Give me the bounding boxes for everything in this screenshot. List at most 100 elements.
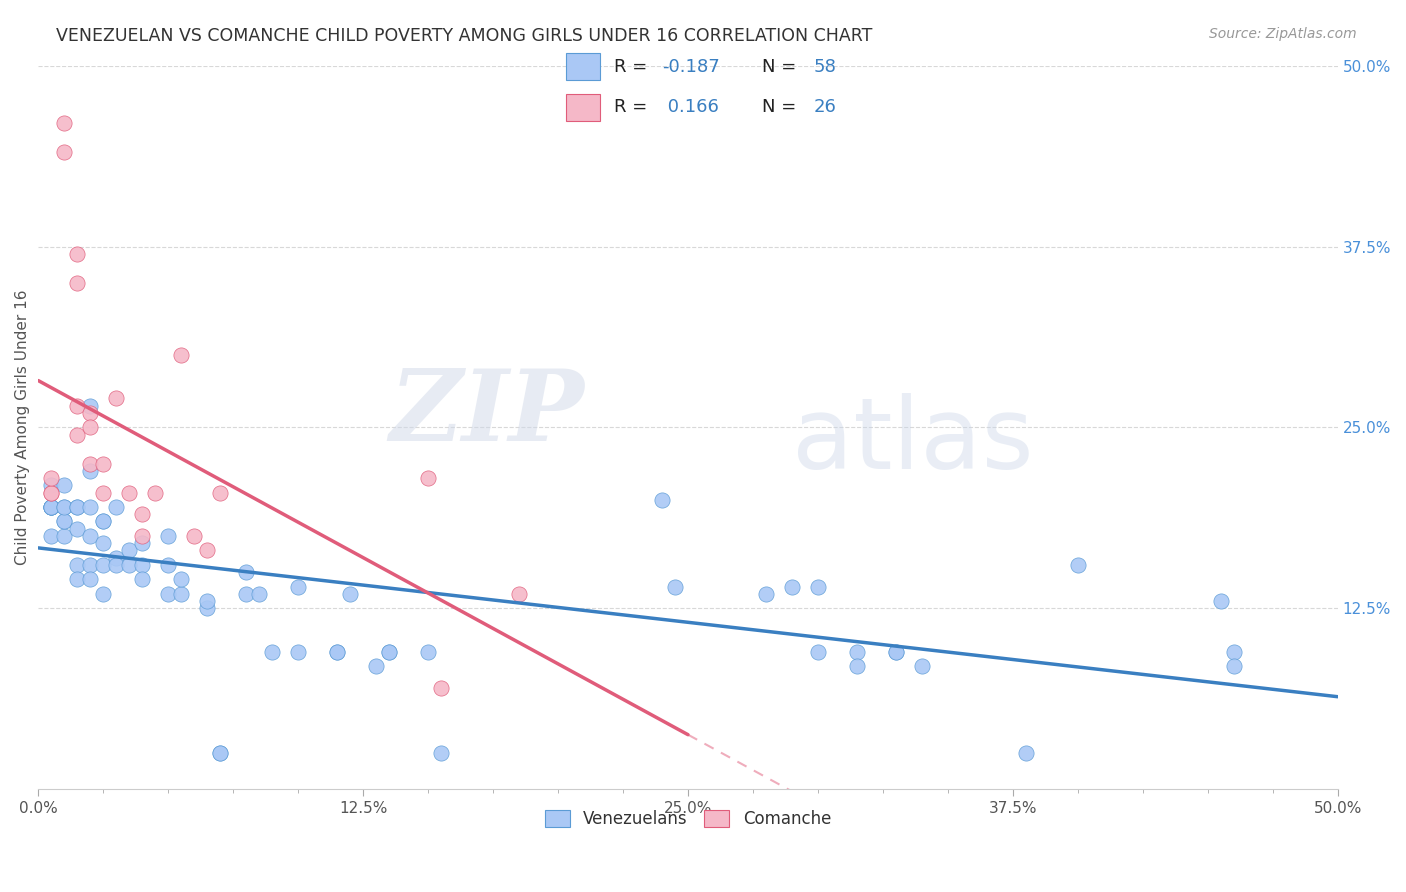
- Point: [66, 399, 89, 413]
- Point: [66, 500, 89, 514]
- Text: -0.187: -0.187: [662, 58, 720, 76]
- Point: [807, 645, 830, 659]
- Point: [53, 116, 76, 130]
- Text: R =: R =: [614, 58, 652, 76]
- Point: [91, 587, 114, 601]
- Point: [1067, 558, 1090, 572]
- Point: [235, 587, 257, 601]
- Point: [209, 746, 232, 760]
- Point: [105, 550, 128, 565]
- Text: atlas: atlas: [792, 393, 1033, 491]
- Y-axis label: Child Poverty Among Girls Under 16: Child Poverty Among Girls Under 16: [15, 290, 30, 566]
- Point: [66, 558, 89, 572]
- Point: [91, 536, 114, 550]
- Point: [157, 529, 180, 543]
- Text: Source: ZipAtlas.com: Source: ZipAtlas.com: [1209, 27, 1357, 41]
- Point: [755, 587, 778, 601]
- Point: [845, 645, 868, 659]
- Text: 58: 58: [814, 58, 837, 76]
- Point: [884, 645, 907, 659]
- Point: [287, 580, 309, 594]
- Point: [118, 543, 141, 558]
- Point: [170, 348, 193, 362]
- Point: [79, 457, 101, 471]
- Point: [664, 580, 686, 594]
- Text: VENEZUELAN VS COMANCHE CHILD POVERTY AMONG GIRLS UNDER 16 CORRELATION CHART: VENEZUELAN VS COMANCHE CHILD POVERTY AMO…: [56, 27, 873, 45]
- Point: [845, 659, 868, 673]
- Point: [91, 515, 114, 529]
- Point: [1209, 594, 1232, 608]
- Point: [131, 558, 153, 572]
- Text: 0.166: 0.166: [662, 98, 718, 116]
- Point: [235, 565, 257, 579]
- Point: [287, 645, 309, 659]
- Point: [118, 558, 141, 572]
- Point: [53, 529, 76, 543]
- Point: [91, 558, 114, 572]
- Point: [416, 645, 439, 659]
- Point: [41, 478, 63, 492]
- Text: N =: N =: [762, 98, 801, 116]
- Point: [131, 573, 153, 587]
- Point: [262, 645, 284, 659]
- Point: [79, 399, 101, 413]
- Point: [79, 420, 101, 434]
- Point: [326, 645, 349, 659]
- Point: [91, 515, 114, 529]
- Point: [41, 529, 63, 543]
- Point: [326, 645, 349, 659]
- Point: [105, 392, 128, 406]
- Point: [170, 573, 193, 587]
- FancyBboxPatch shape: [565, 54, 600, 80]
- Point: [157, 558, 180, 572]
- FancyBboxPatch shape: [565, 94, 600, 120]
- Point: [41, 500, 63, 514]
- Point: [884, 645, 907, 659]
- Point: [91, 485, 114, 500]
- Point: [41, 471, 63, 485]
- Point: [79, 500, 101, 514]
- Point: [183, 529, 205, 543]
- Point: [1015, 746, 1038, 760]
- Point: [195, 601, 218, 615]
- Point: [53, 500, 76, 514]
- Point: [79, 406, 101, 420]
- Point: [170, 587, 193, 601]
- Point: [53, 145, 76, 160]
- Point: [209, 485, 232, 500]
- Point: [157, 587, 180, 601]
- Point: [807, 580, 830, 594]
- Point: [41, 500, 63, 514]
- Point: [66, 573, 89, 587]
- Point: [651, 492, 673, 507]
- Point: [911, 659, 934, 673]
- Point: [430, 746, 453, 760]
- Point: [41, 500, 63, 514]
- Point: [53, 515, 76, 529]
- Point: [79, 558, 101, 572]
- Point: [366, 659, 388, 673]
- Text: 26: 26: [814, 98, 837, 116]
- Point: [131, 508, 153, 522]
- Point: [209, 746, 232, 760]
- Point: [378, 645, 401, 659]
- Point: [41, 500, 63, 514]
- Legend: Venezuelans, Comanche: Venezuelans, Comanche: [538, 804, 838, 835]
- Point: [118, 485, 141, 500]
- Point: [105, 558, 128, 572]
- Point: [247, 587, 270, 601]
- Point: [53, 478, 76, 492]
- Point: [66, 276, 89, 290]
- Point: [131, 529, 153, 543]
- Point: [1222, 659, 1244, 673]
- Point: [66, 427, 89, 442]
- Point: [66, 522, 89, 536]
- Point: [131, 536, 153, 550]
- Point: [41, 485, 63, 500]
- Point: [79, 573, 101, 587]
- Point: [1222, 645, 1244, 659]
- Point: [66, 246, 89, 260]
- Text: R =: R =: [614, 98, 652, 116]
- Point: [378, 645, 401, 659]
- Point: [66, 500, 89, 514]
